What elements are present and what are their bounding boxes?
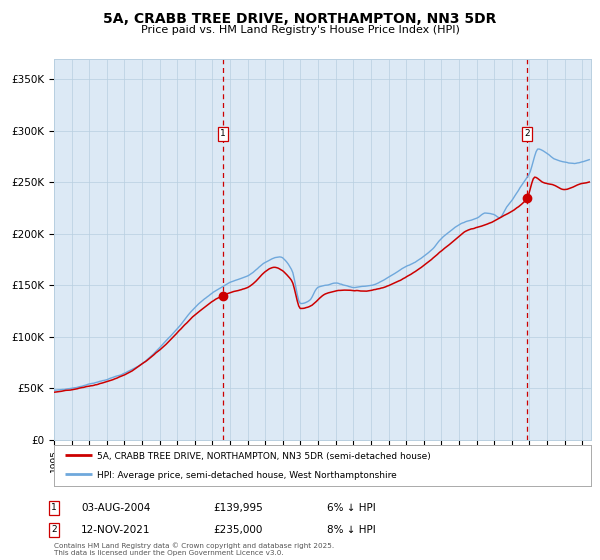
Text: Price paid vs. HM Land Registry's House Price Index (HPI): Price paid vs. HM Land Registry's House … <box>140 25 460 35</box>
Text: 6% ↓ HPI: 6% ↓ HPI <box>327 503 376 513</box>
Text: 8% ↓ HPI: 8% ↓ HPI <box>327 525 376 535</box>
Text: 5A, CRABB TREE DRIVE, NORTHAMPTON, NN3 5DR (semi-detached house): 5A, CRABB TREE DRIVE, NORTHAMPTON, NN3 5… <box>97 451 431 460</box>
Text: HPI: Average price, semi-detached house, West Northamptonshire: HPI: Average price, semi-detached house,… <box>97 470 397 479</box>
Text: 2: 2 <box>524 129 530 138</box>
Text: 5A, CRABB TREE DRIVE, NORTHAMPTON, NN3 5DR: 5A, CRABB TREE DRIVE, NORTHAMPTON, NN3 5… <box>103 12 497 26</box>
Text: 1: 1 <box>220 129 226 138</box>
Text: 12-NOV-2021: 12-NOV-2021 <box>81 525 151 535</box>
Text: 03-AUG-2004: 03-AUG-2004 <box>81 503 151 513</box>
Text: Contains HM Land Registry data © Crown copyright and database right 2025.
This d: Contains HM Land Registry data © Crown c… <box>54 543 334 556</box>
Text: 2: 2 <box>51 525 57 534</box>
Text: £139,995: £139,995 <box>213 503 263 513</box>
Text: 1: 1 <box>51 503 57 512</box>
Text: £235,000: £235,000 <box>213 525 262 535</box>
